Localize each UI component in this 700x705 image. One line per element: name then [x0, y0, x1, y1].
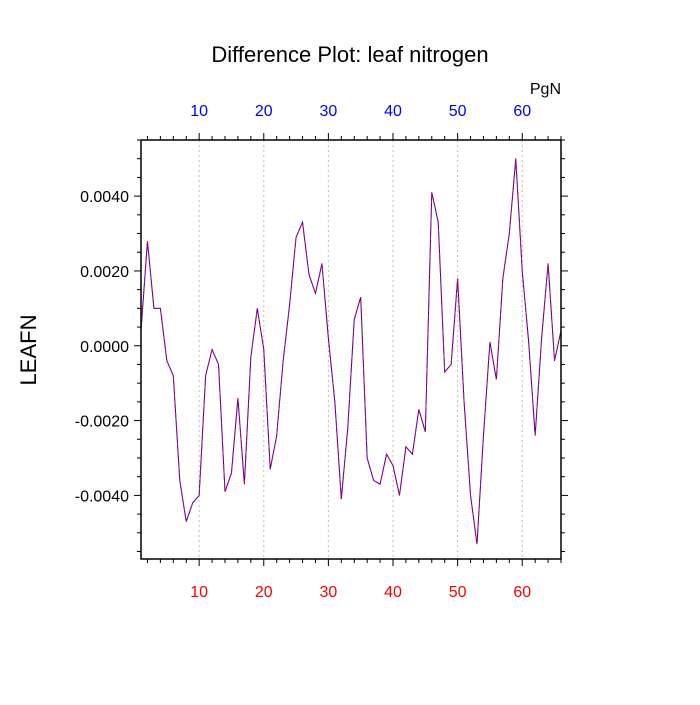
x-tick-label-top: 40 — [384, 103, 402, 120]
minor-ticks — [137, 136, 565, 563]
x-axis-bottom-tick-labels: 10 20 30 40 50 60 — [190, 584, 531, 601]
chart-title: Difference Plot: leaf nitrogen — [211, 42, 488, 67]
units-label: PgN — [530, 81, 561, 98]
series-layer — [140, 158, 562, 545]
y-axis-label: LEAFN — [16, 315, 41, 386]
x-tick-label-bottom: 20 — [255, 584, 273, 601]
gridlines — [198, 140, 523, 559]
y-axis-tick-labels: -0.0040 -0.0020 0.0000 0.0020 0.0040 — [75, 189, 129, 505]
plot-frame — [140, 139, 562, 560]
y-tick-label: -0.0040 — [75, 488, 129, 505]
x-tick-label-bottom: 50 — [449, 584, 467, 601]
series-line-red-dashed — [140, 158, 562, 545]
y-tick-label: 0.0020 — [80, 264, 129, 281]
x-tick-label-bottom: 30 — [319, 584, 337, 601]
x-tick-label-top: 30 — [319, 103, 337, 120]
x-tick-label-top: 50 — [449, 103, 467, 120]
x-tick-label-top: 10 — [190, 103, 208, 120]
x-tick-label-top: 20 — [255, 103, 273, 120]
y-tick-label: 0.0040 — [80, 189, 129, 206]
y-tick-label: 0.0000 — [80, 339, 129, 356]
x-tick-label-bottom: 10 — [190, 584, 208, 601]
x-tick-label-top: 60 — [513, 103, 531, 120]
x-axis-top-tick-labels: 10 20 30 40 50 60 — [190, 103, 531, 120]
major-ticks — [134, 133, 568, 566]
x-tick-label-bottom: 60 — [513, 584, 531, 601]
x-tick-label-bottom: 40 — [384, 584, 402, 601]
y-tick-label: -0.0020 — [75, 414, 129, 431]
